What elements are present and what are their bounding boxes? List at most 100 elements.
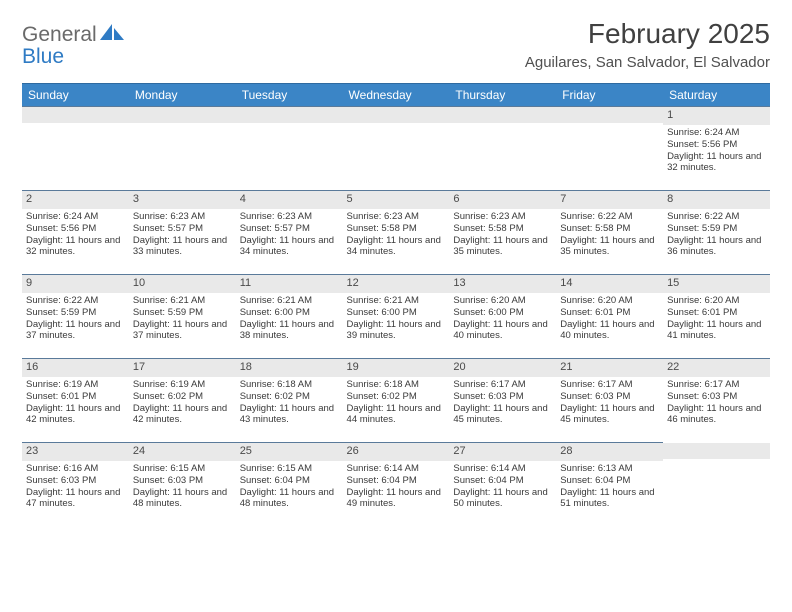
sunrise-line: Sunrise: 6:23 AM <box>453 211 552 223</box>
daylight-line: Daylight: 11 hours and 48 minutes. <box>133 487 232 511</box>
daylight-line: Daylight: 11 hours and 36 minutes. <box>667 235 766 259</box>
calendar-day-cell: 24Sunrise: 6:15 AMSunset: 6:03 PMDayligh… <box>129 443 236 527</box>
weekday-header: Monday <box>129 84 236 107</box>
calendar-day-cell <box>129 107 236 191</box>
day-number: 11 <box>236 275 343 293</box>
weekday-header: Wednesday <box>343 84 450 107</box>
sunset-line: Sunset: 6:04 PM <box>240 475 339 487</box>
day-details: Sunrise: 6:21 AMSunset: 6:00 PMDaylight:… <box>240 295 339 343</box>
sunrise-line: Sunrise: 6:19 AM <box>26 379 125 391</box>
sunrise-line: Sunrise: 6:24 AM <box>26 211 125 223</box>
sunrise-line: Sunrise: 6:14 AM <box>347 463 446 475</box>
day-number: 8 <box>663 191 770 209</box>
sunrise-line: Sunrise: 6:23 AM <box>240 211 339 223</box>
sunset-line: Sunset: 6:02 PM <box>240 391 339 403</box>
calendar-day-cell: 11 Sunrise: 6:21 AMSunset: 6:00 PMDayligh… <box>236 275 343 359</box>
daylight-line: Daylight: 11 hours and 40 minutes. <box>560 319 659 343</box>
sunrise-line: Sunrise: 6:23 AM <box>347 211 446 223</box>
day-details: Sunrise: 6:18 AMSunset: 6:02 PMDaylight:… <box>240 379 339 427</box>
sunset-line: Sunset: 5:58 PM <box>347 223 446 235</box>
sunset-line: Sunset: 5:56 PM <box>26 223 125 235</box>
daylight-line: Daylight: 11 hours and 32 minutes. <box>667 151 766 175</box>
daylight-line: Daylight: 11 hours and 51 minutes. <box>560 487 659 511</box>
sunrise-line: Sunrise: 6:17 AM <box>667 379 766 391</box>
sunset-line: Sunset: 5:56 PM <box>667 139 766 151</box>
sunset-line: Sunset: 6:01 PM <box>560 307 659 319</box>
calendar-day-cell: 6Sunrise: 6:23 AMSunset: 5:58 PMDaylight… <box>449 191 556 275</box>
daylight-line: Daylight: 11 hours and 34 minutes. <box>240 235 339 259</box>
day-number <box>129 107 236 123</box>
day-details: Sunrise: 6:19 AMSunset: 6:01 PMDaylight:… <box>26 379 125 427</box>
day-number: 3 <box>129 191 236 209</box>
day-details: Sunrise: 6:18 AMSunset: 6:02 PMDaylight:… <box>347 379 446 427</box>
day-details: Sunrise: 6:14 AMSunset: 6:04 PMDaylight:… <box>453 463 552 511</box>
calendar-table: Sunday Monday Tuesday Wednesday Thursday… <box>22 83 770 527</box>
calendar-day-cell: 15 Sunrise: 6:20 AMSunset: 6:01 PMDayligh… <box>663 275 770 359</box>
sunset-line: Sunset: 5:59 PM <box>26 307 125 319</box>
calendar-day-cell: 13Sunrise: 6:20 AMSunset: 6:00 PMDayligh… <box>449 275 556 359</box>
day-number: 19 <box>343 359 450 377</box>
day-number: 2 <box>22 191 129 209</box>
location-subtitle: Aguilares, San Salvador, El Salvador <box>525 54 770 71</box>
calendar-day-cell: 28Sunrise: 6:13 AMSunset: 6:04 PMDayligh… <box>556 443 663 527</box>
daylight-line: Daylight: 11 hours and 48 minutes. <box>240 487 339 511</box>
sunset-line: Sunset: 6:01 PM <box>667 307 766 319</box>
sunset-line: Sunset: 6:02 PM <box>133 391 232 403</box>
daylight-line: Daylight: 11 hours and 47 minutes. <box>26 487 125 511</box>
day-number: 15 <box>663 275 770 293</box>
calendar-day-cell: 23Sunrise: 6:16 AMSunset: 6:03 PMDayligh… <box>22 443 129 527</box>
sunrise-line: Sunrise: 6:24 AM <box>667 127 766 139</box>
daylight-line: Daylight: 11 hours and 46 minutes. <box>667 403 766 427</box>
day-number: 7 <box>556 191 663 209</box>
sunrise-line: Sunrise: 6:17 AM <box>453 379 552 391</box>
sunrise-line: Sunrise: 6:18 AM <box>347 379 446 391</box>
day-details: Sunrise: 6:20 AMSunset: 6:01 PMDaylight:… <box>667 295 766 343</box>
calendar-day-cell: 8 Sunrise: 6:22 AMSunset: 5:59 PMDaylight… <box>663 191 770 275</box>
calendar-week-row: 23Sunrise: 6:16 AMSunset: 6:03 PMDayligh… <box>22 443 770 527</box>
daylight-line: Daylight: 11 hours and 40 minutes. <box>453 319 552 343</box>
calendar-day-cell: 18Sunrise: 6:18 AMSunset: 6:02 PMDayligh… <box>236 359 343 443</box>
day-number: 4 <box>236 191 343 209</box>
sunset-line: Sunset: 6:03 PM <box>453 391 552 403</box>
calendar-day-cell: 5Sunrise: 6:23 AMSunset: 5:58 PMDaylight… <box>343 191 450 275</box>
day-details: Sunrise: 6:24 AMSunset: 5:56 PMDaylight:… <box>667 127 766 175</box>
daylight-line: Daylight: 11 hours and 41 minutes. <box>667 319 766 343</box>
calendar-day-cell: 27 Sunrise: 6:14 AMSunset: 6:04 PMDayligh… <box>449 443 556 527</box>
sunrise-line: Sunrise: 6:21 AM <box>133 295 232 307</box>
calendar-week-row: 9Sunrise: 6:22 AMSunset: 5:59 PMDaylight… <box>22 275 770 359</box>
day-details: Sunrise: 6:23 AMSunset: 5:57 PMDaylight:… <box>240 211 339 259</box>
day-details: Sunrise: 6:19 AMSunset: 6:02 PMDaylight:… <box>133 379 232 427</box>
sunset-line: Sunset: 6:01 PM <box>26 391 125 403</box>
day-number <box>663 443 770 459</box>
sunset-line: Sunset: 6:00 PM <box>453 307 552 319</box>
calendar-day-cell <box>236 107 343 191</box>
day-number: 17 <box>129 359 236 377</box>
page-header: General Blue February 2025 Aguilares, Sa… <box>22 18 770 71</box>
calendar-day-cell: 21Sunrise: 6:17 AMSunset: 6:03 PMDayligh… <box>556 359 663 443</box>
day-number <box>236 107 343 123</box>
day-number <box>22 107 129 123</box>
logo-sail-icon <box>99 23 125 41</box>
day-details: Sunrise: 6:22 AMSunset: 5:59 PMDaylight:… <box>667 211 766 259</box>
day-details: Sunrise: 6:13 AMSunset: 6:04 PMDaylight:… <box>560 463 659 511</box>
day-number: 22 <box>663 359 770 377</box>
day-number: 25 <box>236 443 343 461</box>
day-number: 27 <box>449 443 556 461</box>
day-number <box>343 107 450 123</box>
day-number: 20 <box>449 359 556 377</box>
sunrise-line: Sunrise: 6:22 AM <box>560 211 659 223</box>
sunrise-line: Sunrise: 6:23 AM <box>133 211 232 223</box>
weekday-header: Friday <box>556 84 663 107</box>
calendar-day-cell: 3Sunrise: 6:23 AMSunset: 5:57 PMDaylight… <box>129 191 236 275</box>
sunset-line: Sunset: 6:02 PM <box>347 391 446 403</box>
sunset-line: Sunset: 6:00 PM <box>240 307 339 319</box>
sunset-line: Sunset: 6:04 PM <box>347 475 446 487</box>
day-number: 21 <box>556 359 663 377</box>
calendar-day-cell: 4 Sunrise: 6:23 AMSunset: 5:57 PMDaylight… <box>236 191 343 275</box>
day-details: Sunrise: 6:21 AMSunset: 5:59 PMDaylight:… <box>133 295 232 343</box>
day-number: 9 <box>22 275 129 293</box>
calendar-day-cell: 20Sunrise: 6:17 AMSunset: 6:03 PMDayligh… <box>449 359 556 443</box>
calendar-day-cell <box>663 443 770 527</box>
calendar-day-cell <box>22 107 129 191</box>
sunset-line: Sunset: 5:59 PM <box>667 223 766 235</box>
